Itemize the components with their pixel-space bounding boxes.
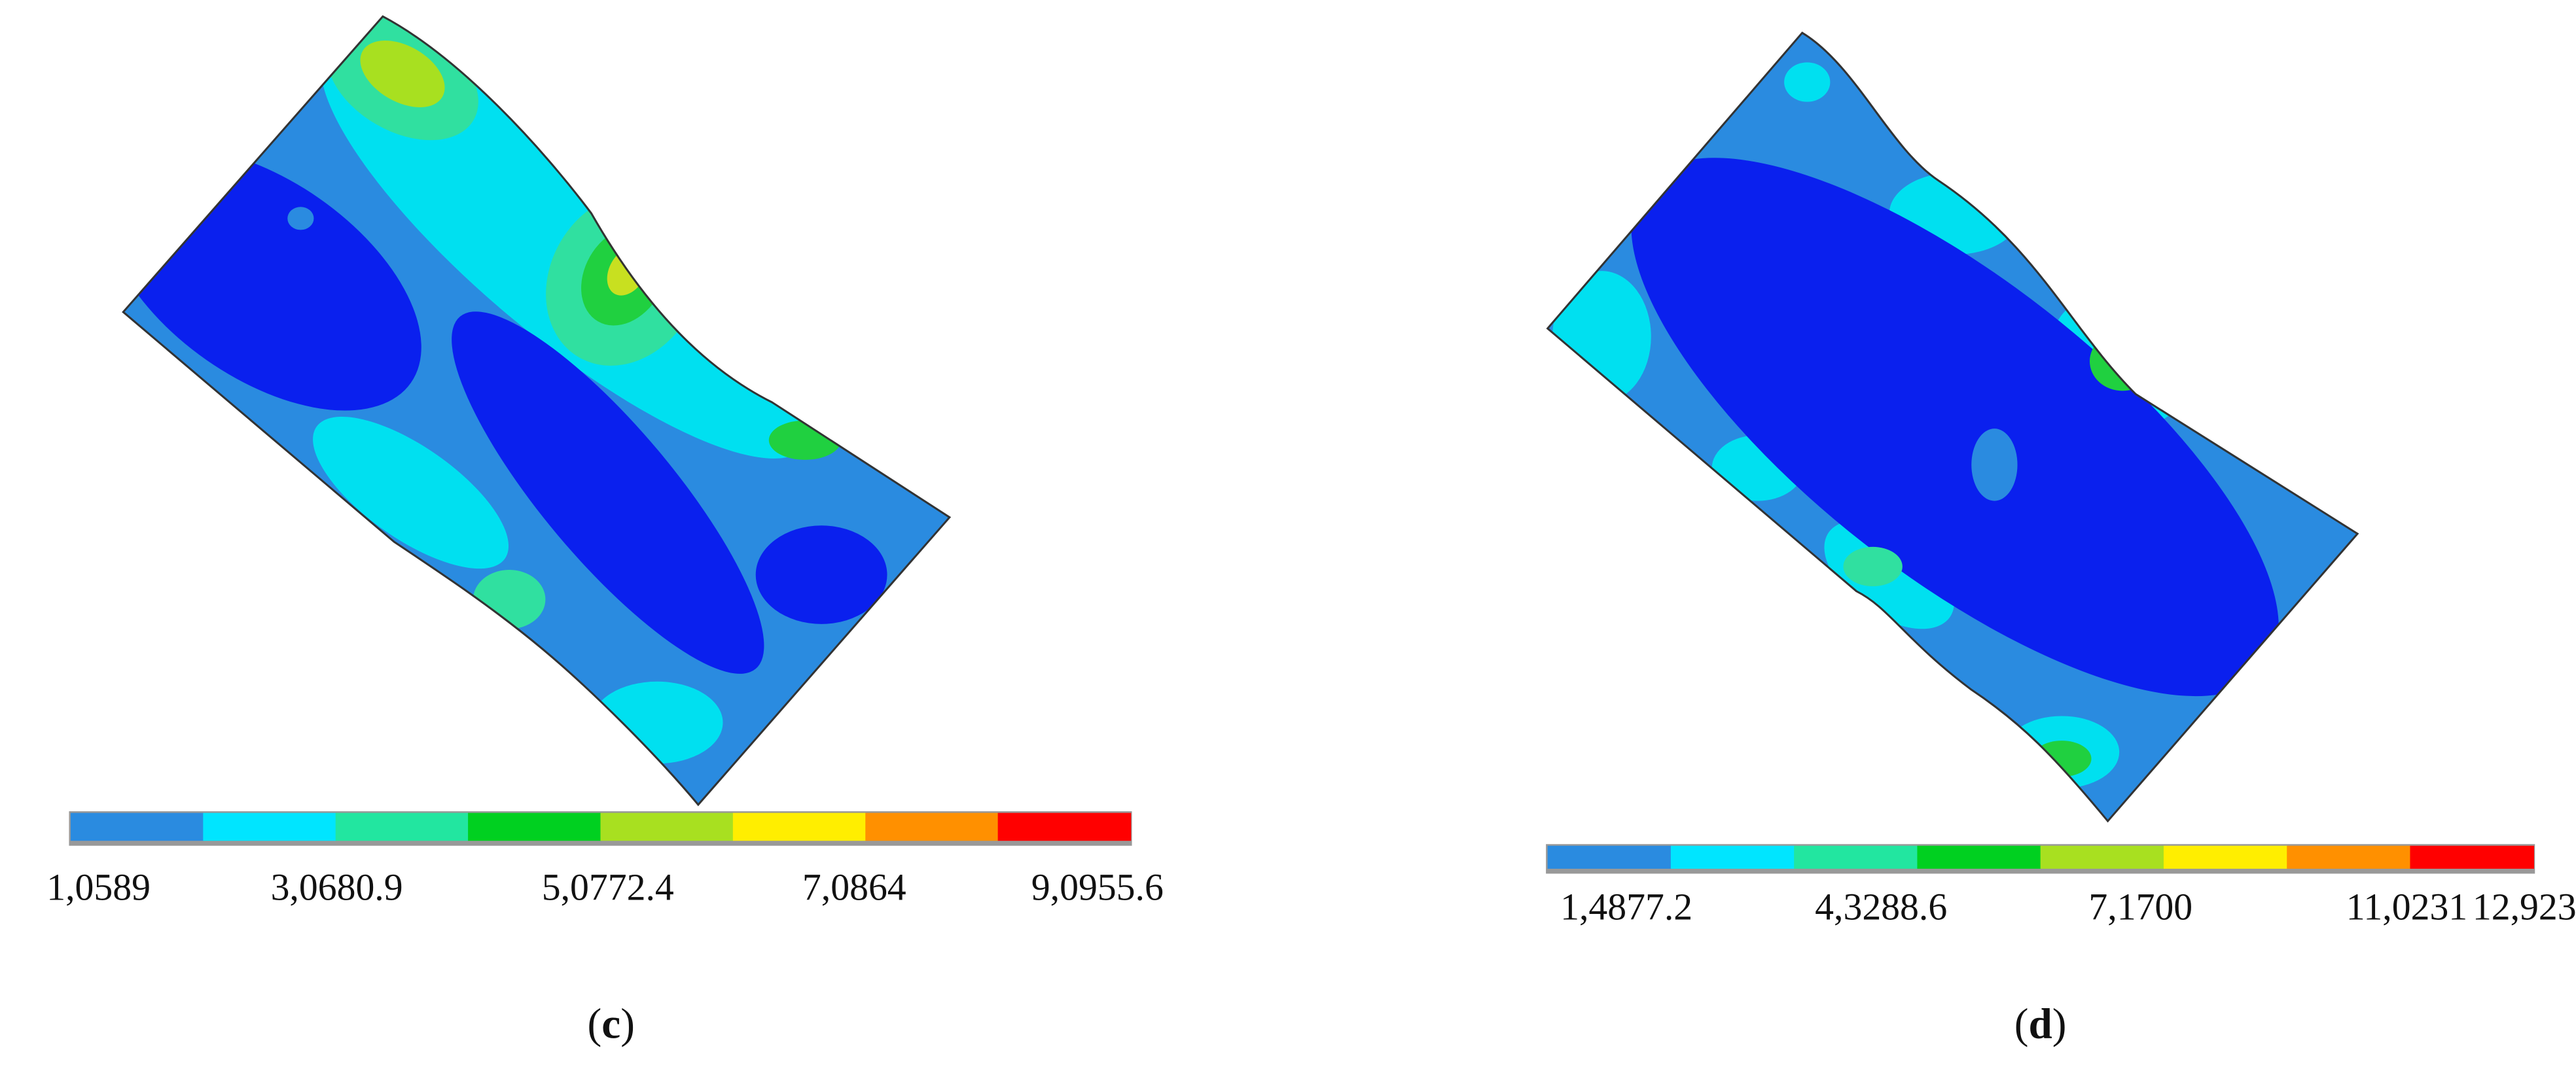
- caption-part: (: [588, 1000, 602, 1047]
- caption-part: c: [601, 1000, 620, 1047]
- caption: (c): [588, 1000, 635, 1047]
- colorbar-segment: [1794, 845, 1918, 869]
- colorbar-label: 12,9234: [2473, 887, 2576, 928]
- labels: 1,0589 3,0680.9 5,0772.4 7,0864 9,0955.6(c)1…: [46, 867, 2576, 1048]
- contour-plot-c: [123, 16, 950, 805]
- outline: [1546, 31, 2359, 823]
- caption-part: ): [2052, 1000, 2067, 1047]
- colorbar-segment: [70, 813, 204, 841]
- colorbar-label: 1,4877.2: [1560, 887, 1692, 928]
- colorbar-label: 7,0864: [802, 867, 906, 909]
- colorbar-segment: [2040, 845, 2165, 869]
- caption-part: (: [2014, 1000, 2029, 1047]
- caption: (d): [2014, 1000, 2067, 1047]
- colorbar-segment: [468, 813, 601, 841]
- colorbar-label: 5,0772.4: [542, 867, 674, 909]
- colorbar-segment: [997, 813, 1132, 841]
- colorbar-label: 7,1700: [2088, 887, 2192, 928]
- colorbar-segment: [1670, 845, 1795, 869]
- colorbar-label: 1,0589: [46, 867, 151, 909]
- colorbar-segment: [203, 813, 336, 841]
- colorbars: [69, 811, 2535, 874]
- colorbar-label: 9,0955.6: [1031, 867, 1164, 909]
- colorbar-segment: [865, 813, 999, 841]
- colorbar-segment: [335, 813, 469, 841]
- outline: [122, 15, 952, 807]
- contour-plot-d: [1547, 33, 2358, 822]
- colorbar-segment: [1917, 845, 2041, 869]
- colorbar-segment: [600, 813, 734, 841]
- colorbar-segment: [2410, 845, 2534, 869]
- colorbar-label: 11,0231: [2346, 887, 2467, 928]
- caption-part: d: [2029, 1000, 2052, 1047]
- caption-part: ): [620, 1000, 635, 1047]
- colorbar-segment: [732, 813, 867, 841]
- colorbar-segment: [1547, 845, 1672, 869]
- colorbar-segment: [2163, 845, 2288, 869]
- colorbar-label: 3,0680.9: [271, 867, 403, 909]
- colorbar-segment: [2287, 845, 2411, 869]
- colorbar-label: 4,3288.6: [1815, 887, 1947, 928]
